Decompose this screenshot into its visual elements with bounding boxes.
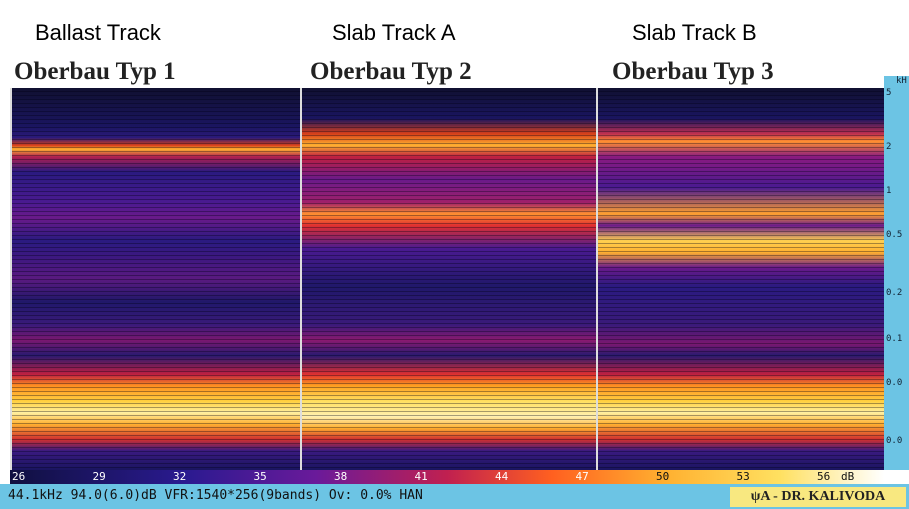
scale-label: 53 bbox=[737, 470, 750, 483]
color-scale: 26 29 32 35 38 41 44 47 50 53 56 dB bbox=[10, 470, 884, 484]
page: Ballast Track Slab Track A Slab Track B … bbox=[0, 0, 909, 509]
scale-label: 32 bbox=[173, 470, 186, 483]
heading-german: Oberbau Typ 2 bbox=[310, 58, 472, 86]
scale-label: 56 bbox=[817, 470, 830, 483]
axis-label: 0.0 bbox=[886, 436, 902, 446]
axis-label: 1 bbox=[886, 186, 891, 196]
scale-label: 50 bbox=[656, 470, 669, 483]
spectrogram bbox=[300, 88, 596, 470]
heading-german: Oberbau Typ 3 bbox=[612, 58, 774, 86]
scale-label: 29 bbox=[93, 470, 106, 483]
scale-label: 41 bbox=[415, 470, 428, 483]
axis-label: 0.0 bbox=[886, 378, 902, 388]
heading-english: Slab Track A bbox=[332, 20, 456, 46]
status-text: 44.1kHz 94.0(6.0)dB VFR:1540*256(9bands)… bbox=[8, 488, 423, 503]
heading-english: Ballast Track bbox=[35, 20, 161, 46]
scale-label: 44 bbox=[495, 470, 508, 483]
axis-label: 5 bbox=[886, 88, 891, 98]
axis-unit: kH bbox=[896, 76, 907, 86]
spectrogram bbox=[596, 88, 884, 470]
scale-label: 35 bbox=[254, 470, 267, 483]
axis-label: 2 bbox=[886, 142, 891, 152]
spectrogram bbox=[10, 88, 300, 470]
scale-label: 38 bbox=[334, 470, 347, 483]
heading-german: Oberbau Typ 1 bbox=[14, 58, 176, 86]
scale-label: 26 bbox=[12, 470, 25, 483]
axis-label: 0.2 bbox=[886, 288, 902, 298]
scale-unit: dB bbox=[841, 470, 854, 483]
scale-label: 47 bbox=[576, 470, 589, 483]
credit: ψA - DR. KALIVODA bbox=[730, 487, 906, 507]
heading-english: Slab Track B bbox=[632, 20, 757, 46]
frequency-axis: kH 5 2 1 0.5 0.2 0.1 0.0 0.0 bbox=[884, 76, 909, 470]
axis-label: 0.1 bbox=[886, 334, 902, 344]
axis-label: 0.5 bbox=[886, 230, 902, 240]
